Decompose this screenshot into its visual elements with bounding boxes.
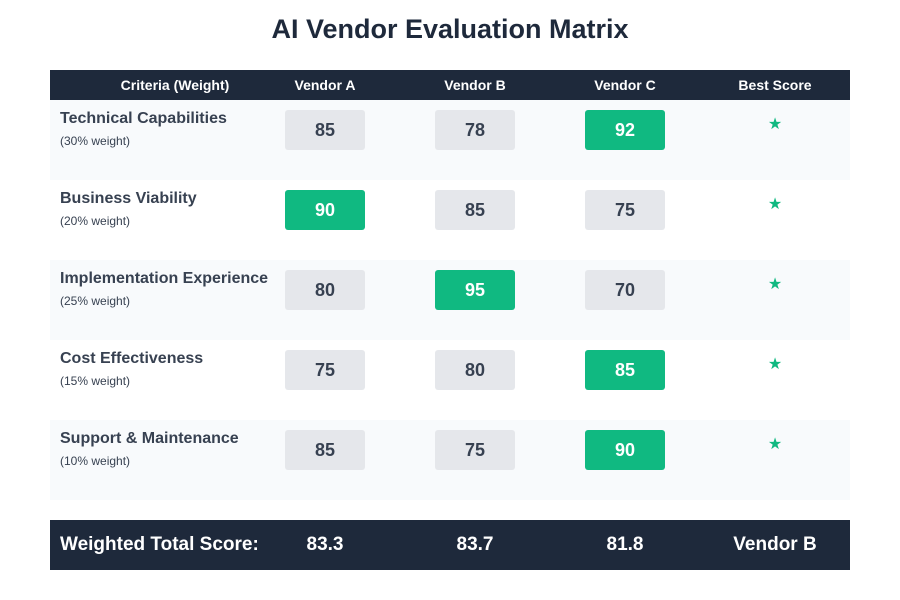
header-vendor-b: Vendor B: [444, 77, 506, 93]
table-row: Business Viability (20% weight) 90 85 75 ★: [50, 180, 850, 260]
header-best-score: Best Score: [738, 77, 812, 93]
header-vendor-c: Vendor C: [594, 77, 656, 93]
header-criteria: Criteria (Weight): [120, 77, 230, 93]
score-vendor-c: 75: [585, 190, 665, 230]
criterion-weight: (20% weight): [60, 214, 131, 228]
criterion-weight: (10% weight): [60, 454, 131, 468]
evaluation-table: Criteria (Weight) Vendor A Vendor B Vend…: [50, 70, 850, 500]
star-icon: ★: [767, 276, 783, 293]
criterion-name: Business Viability: [60, 190, 197, 207]
criterion-weight: (30% weight): [60, 134, 131, 148]
total-score-vendor-c: 81.8: [606, 534, 644, 555]
table-row: Technical Capabilities (30% weight) 85 78 92…: [50, 100, 850, 180]
star-icon: ★: [767, 196, 783, 213]
score-vendor-a: 80: [285, 270, 365, 310]
score-vendor-b: 75: [435, 430, 515, 470]
table-row: Cost Effectiveness (15% weight) 75 80 85 ★: [50, 340, 850, 420]
total-score-label: Weighted Total Score:: [60, 534, 259, 555]
criterion-weight: (25% weight): [60, 294, 131, 308]
criterion-name: Implementation Experience: [60, 270, 269, 287]
total-score-row: Weighted Total Score: 83.3 83.7 81.8 Ven…: [50, 520, 850, 570]
table-header: Criteria (Weight) Vendor A Vendor B Vend…: [50, 70, 850, 100]
score-vendor-a: 85: [285, 110, 365, 150]
criterion-name: Support & Maintenance: [60, 430, 239, 447]
page-title: AI Vendor Evaluation Matrix: [271, 14, 629, 44]
score-vendor-b: 78: [435, 110, 515, 150]
table-row: Support & Maintenance (10% weight) 85 75 90 ★: [50, 420, 850, 500]
table-row: Implementation Experience (25% weight) 80 9…: [50, 260, 850, 340]
score-vendor-c: 90: [585, 430, 665, 470]
table-body: Technical Capabilities (30% weight) 85 78 92…: [50, 100, 850, 500]
score-vendor-a: 90: [285, 190, 365, 230]
header-vendor-a: Vendor A: [294, 77, 356, 93]
score-vendor-c: 92: [585, 110, 665, 150]
score-vendor-a: 85: [285, 430, 365, 470]
score-vendor-a: 75: [285, 350, 365, 390]
score-vendor-c: 70: [585, 270, 665, 310]
total-score-vendor-a: 83.3: [306, 534, 344, 555]
score-vendor-b: 95: [435, 270, 515, 310]
star-icon: ★: [767, 116, 783, 133]
criterion-name: Cost Effectiveness: [60, 350, 204, 367]
criterion-weight: (15% weight): [60, 374, 131, 388]
star-icon: ★: [767, 356, 783, 373]
total-score-vendor-b: 83.7: [456, 534, 494, 555]
winner-vendor: Vendor B: [733, 534, 817, 555]
criterion-name: Technical Capabilities: [60, 110, 227, 127]
score-vendor-b: 80: [435, 350, 515, 390]
score-vendor-c: 85: [585, 350, 665, 390]
score-vendor-b: 85: [435, 190, 515, 230]
star-icon: ★: [767, 436, 783, 453]
